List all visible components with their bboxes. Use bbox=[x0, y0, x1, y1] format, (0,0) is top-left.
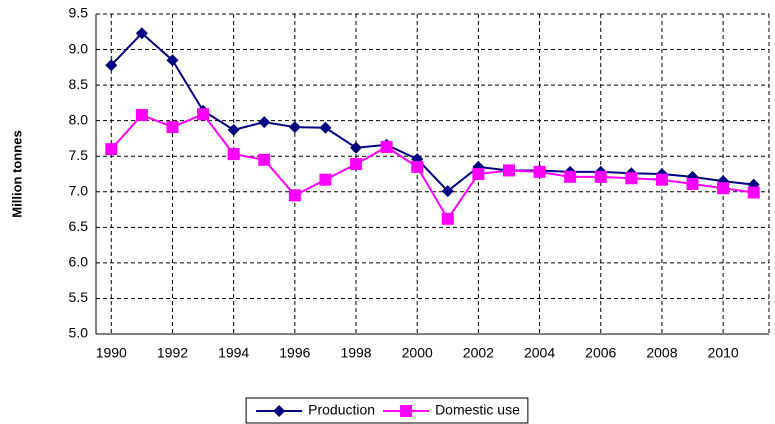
series-line bbox=[110, 113, 754, 221]
x-tick-label: 1996 bbox=[279, 345, 310, 361]
x-tick-label: 1992 bbox=[157, 345, 188, 361]
y-tick-label: 9.5 bbox=[69, 5, 89, 21]
x-tick-label: 2004 bbox=[524, 345, 555, 361]
marker bbox=[135, 108, 148, 121]
marker bbox=[411, 160, 424, 173]
y-tick-label: 8.5 bbox=[69, 76, 89, 92]
marker bbox=[441, 185, 454, 198]
legend-label: Production bbox=[308, 402, 375, 418]
marker bbox=[594, 170, 607, 183]
marker bbox=[105, 59, 118, 72]
legend-label: Domestic use bbox=[435, 402, 520, 418]
marker bbox=[350, 158, 363, 171]
marker bbox=[319, 121, 332, 134]
marker bbox=[319, 173, 332, 186]
x-tick-label: 2006 bbox=[585, 345, 616, 361]
marker bbox=[717, 182, 730, 195]
marker bbox=[502, 164, 515, 177]
legend: Production Domestic use bbox=[245, 397, 529, 424]
marker bbox=[227, 148, 240, 161]
y-axis-label: Million tonnes bbox=[9, 130, 24, 217]
marker bbox=[135, 27, 148, 40]
y-tick-label: 7.0 bbox=[69, 182, 89, 198]
y-tick-label: 5.0 bbox=[69, 325, 89, 341]
marker bbox=[625, 172, 638, 185]
x-tick-label: 1994 bbox=[218, 345, 249, 361]
x-tick-label: 2002 bbox=[463, 345, 494, 361]
marker bbox=[441, 212, 454, 225]
series-line bbox=[110, 31, 754, 193]
marker bbox=[258, 116, 271, 129]
marker bbox=[686, 177, 699, 190]
y-tick-label: 5.5 bbox=[69, 289, 89, 305]
marker bbox=[400, 405, 413, 417]
marker bbox=[380, 140, 393, 153]
x-tick-label: 2010 bbox=[708, 345, 739, 361]
marker bbox=[288, 189, 301, 202]
marker bbox=[472, 168, 485, 180]
marker bbox=[197, 108, 210, 121]
marker bbox=[273, 405, 286, 417]
marker bbox=[747, 186, 760, 199]
x-tick-label: 1998 bbox=[340, 345, 371, 361]
marker bbox=[350, 141, 363, 154]
x-tick-label: 2008 bbox=[646, 345, 677, 361]
y-tick-label: 9.0 bbox=[69, 40, 89, 56]
x-tick-label: 2000 bbox=[402, 345, 433, 361]
marker bbox=[166, 54, 179, 67]
marker bbox=[166, 121, 179, 134]
y-tick-label: 6.5 bbox=[69, 218, 89, 234]
marker bbox=[227, 123, 240, 136]
marker bbox=[655, 173, 668, 186]
marker bbox=[564, 170, 577, 183]
y-tick-label: 6.0 bbox=[69, 254, 89, 270]
x-tick-label: 1990 bbox=[96, 345, 127, 361]
marker bbox=[105, 143, 118, 156]
marker bbox=[288, 121, 301, 134]
marker bbox=[258, 153, 271, 166]
marker bbox=[533, 165, 546, 178]
y-tick-label: 8.0 bbox=[69, 111, 89, 127]
y-tick-label: 7.5 bbox=[69, 147, 89, 163]
